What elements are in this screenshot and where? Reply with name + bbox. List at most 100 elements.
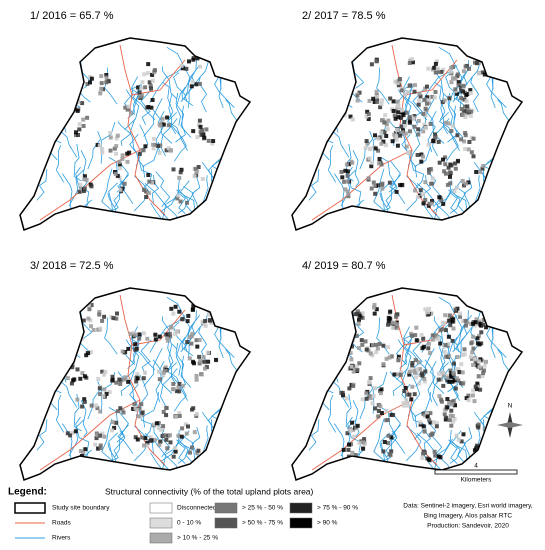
connectivity-cell xyxy=(194,338,199,343)
connectivity-cell xyxy=(154,421,159,426)
connectivity-cell xyxy=(441,157,445,162)
river xyxy=(438,46,463,85)
connectivity-cell xyxy=(96,377,101,381)
connectivity-cell xyxy=(434,334,439,339)
connectivity-cell xyxy=(355,98,360,103)
connectivity-cell xyxy=(177,175,182,180)
connectivity-cell xyxy=(392,113,397,118)
connectivity-cell xyxy=(80,101,85,106)
connectivity-cell xyxy=(98,91,103,96)
connectivity-cell xyxy=(463,147,468,151)
connectivity-cell xyxy=(452,417,457,422)
connectivity-cell xyxy=(345,431,350,436)
connectivity-cell xyxy=(211,139,216,143)
connectivity-cell xyxy=(169,148,173,153)
connectivity-cell xyxy=(371,342,376,347)
connectivity-cell xyxy=(176,433,181,438)
credits: Data: Sentinel-2 imagery, Esri world ima… xyxy=(403,503,533,530)
connectivity-cell xyxy=(423,198,428,202)
connectivity-cell xyxy=(78,376,83,381)
connectivity-cell xyxy=(146,62,151,67)
connectivity-cell xyxy=(198,359,203,364)
connectivity-cell xyxy=(125,107,130,112)
connectivity-cell xyxy=(374,342,378,347)
connectivity-cell xyxy=(342,179,347,184)
connectivity-cell xyxy=(177,411,182,416)
connectivity-cell xyxy=(354,333,359,338)
river xyxy=(20,48,41,90)
connectivity-cell xyxy=(190,307,195,312)
river xyxy=(407,374,421,417)
connectivity-cell xyxy=(73,429,78,434)
connectivity-cell xyxy=(441,370,446,375)
connectivity-cell xyxy=(460,112,465,117)
connectivity-cell xyxy=(443,120,448,125)
river xyxy=(389,371,404,396)
connectivity-cell xyxy=(458,311,462,316)
connectivity-cell xyxy=(426,98,431,103)
connectivity-cell xyxy=(379,387,384,392)
connectivity-cell xyxy=(112,146,117,151)
connectivity-cell xyxy=(103,369,108,374)
connectivity-cell xyxy=(372,302,377,307)
connectivity-cell xyxy=(383,113,388,118)
connectivity-cell xyxy=(108,135,113,140)
connectivity-cell xyxy=(374,307,379,312)
connectivity-cell xyxy=(84,353,89,358)
connectivity-cell xyxy=(409,397,414,402)
connectivity-cell xyxy=(157,334,162,339)
connectivity-cell xyxy=(471,362,476,367)
river xyxy=(453,310,469,351)
connectivity-cell xyxy=(82,174,87,179)
river xyxy=(177,429,186,464)
connectivity-cell xyxy=(420,346,425,351)
connectivity-cell xyxy=(407,392,412,397)
connectivity-cell xyxy=(114,380,119,385)
connectivity-cell xyxy=(450,319,455,324)
connectivity-cell xyxy=(388,309,393,314)
connectivity-cell xyxy=(197,118,202,123)
connectivity-cell xyxy=(428,411,433,416)
connectivity-cell xyxy=(349,335,354,340)
connectivity-cell xyxy=(452,378,457,382)
connectivity-cell xyxy=(95,432,100,437)
river xyxy=(396,339,412,380)
connectivity-cell xyxy=(394,137,399,142)
connectivity-cell xyxy=(368,146,373,151)
connectivity-cell xyxy=(364,396,369,401)
study-area xyxy=(20,288,250,480)
connectivity-cell xyxy=(345,173,350,178)
connectivity-cell xyxy=(395,326,399,331)
class-label: Disconnected xyxy=(177,505,217,512)
connectivity-cell xyxy=(133,347,138,352)
connectivity-cell xyxy=(481,164,486,168)
connectivity-cell xyxy=(384,408,389,413)
connectivity-cell xyxy=(346,56,351,61)
connectivity-cell xyxy=(371,96,376,101)
connectivity-cell xyxy=(120,349,125,354)
connectivity-cell xyxy=(446,121,451,126)
connectivity-cell xyxy=(381,362,386,367)
connectivity-cell xyxy=(89,184,94,189)
connectivity-cell xyxy=(474,387,479,392)
connectivity-cell xyxy=(428,420,433,425)
connectivity-cell xyxy=(476,422,481,427)
connectivity-cell xyxy=(384,143,388,148)
connectivity-cell xyxy=(464,396,469,401)
connectivity-cell xyxy=(165,336,170,340)
connectivity-cell xyxy=(412,124,417,129)
connectivity-cell xyxy=(422,413,427,418)
connectivity-cell xyxy=(403,123,407,128)
river xyxy=(399,337,413,369)
connectivity-cell xyxy=(443,162,448,167)
river xyxy=(140,89,152,125)
connectivity-cell xyxy=(104,391,109,396)
connectivity-cell xyxy=(453,76,458,81)
north-arrow: N xyxy=(497,403,523,438)
connectivity-cell xyxy=(462,347,467,352)
connectivity-cell xyxy=(183,422,188,427)
connectivity-cell xyxy=(100,431,105,436)
connectivity-cell xyxy=(431,139,436,144)
connectivity-cell xyxy=(436,454,441,459)
river xyxy=(352,400,360,437)
